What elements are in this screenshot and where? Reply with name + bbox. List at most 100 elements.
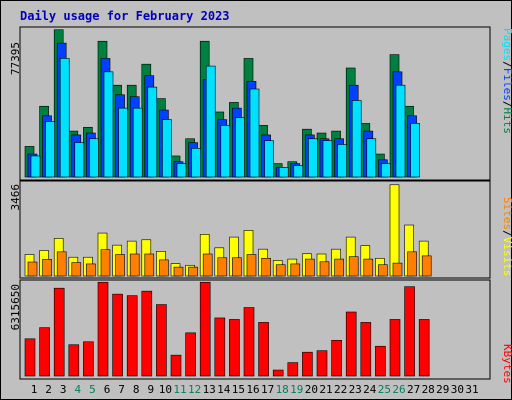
bottom-kbytes-bar-day-1 [24,338,36,377]
middle-max-label: 3466 [9,184,22,211]
middle-side-legend-sites: Sites [501,197,512,230]
bottom-kbytes-bar-day-26 [389,319,401,377]
top-pages-bar-day-16 [249,88,260,178]
middle-sites-bar-day-27 [407,251,417,277]
x-tick-label-day-30: 30 [451,383,464,396]
bottom-kbytes-bar-day-14 [214,317,226,377]
x-tick-label-day-4: 4 [74,383,81,396]
middle-sites-bar-day-28 [421,255,432,277]
x-tick-label-day-8: 8 [133,383,140,396]
x-tick-label-day-17: 17 [261,383,274,396]
middle-sites-bar-day-2 [42,259,52,277]
bottom-kbytes-bar-day-24 [360,322,372,377]
x-tick-label-day-26: 26 [392,383,405,396]
top-pages-bar-day-5 [89,138,99,178]
middle-sites-bar-day-21 [319,261,330,277]
top-pages-bar-day-19 [293,165,304,178]
middle-sites-bar-day-15 [232,257,242,277]
top-side-legend-separator: / [501,101,512,108]
top-pages-bar-day-14 [220,125,231,178]
middle-visits-bar-day-26 [389,184,400,277]
x-tick-label-day-24: 24 [363,383,377,396]
x-tick-label-day-3: 3 [60,383,67,396]
bottom-kbytes-bar-day-6 [97,281,109,377]
top-pages-bar-day-13 [205,65,216,178]
x-tick-label-day-22: 22 [334,383,347,396]
x-axis-labels: 1 2 3 4 5 6 7 8 9 10 11 12 13 14 15 16 17 18 19 20 21 22 23 24 2… [31,383,479,396]
x-tick-label-day-1: 1 [31,383,38,396]
top-pages-bar-day-8 [132,107,143,178]
top-pages-bar-day-20 [308,138,318,178]
top-pages-bar-day-2 [45,121,55,178]
middle-sites-bar-day-11 [173,266,184,277]
x-tick-label-day-27: 27 [407,383,420,396]
bottom-kbytes-bar-day-8 [126,295,138,377]
bottom-kbytes-bar-day-20 [302,351,313,377]
top-pages-bar-day-11 [176,163,187,178]
x-tick-label-day-9: 9 [147,383,154,396]
top-pages-bar-day-17 [264,140,274,178]
bottom-max-label: 6315650 [9,284,22,330]
bottom-kbytes-bar-day-21 [316,350,328,377]
middle-sites-bar-day-9 [144,253,155,277]
x-tick-label-day-16: 16 [246,383,259,396]
top-pages-bar-day-26 [395,84,406,178]
middle-sites-bar-day-17 [261,257,271,277]
top-pages-bar-day-24 [366,138,377,178]
x-tick-label-day-6: 6 [104,383,111,396]
middle-sites-bar-day-19 [290,263,301,277]
bottom-kbytes-bar-day-15 [229,319,240,377]
top-side-legend-hits: Hits [501,108,512,135]
bottom-side-legend-kbytes: KBytes [501,344,512,384]
x-tick-label-day-2: 2 [45,383,52,396]
middle-sites-bar-day-5 [86,263,96,277]
top-side-legend-separator: / [501,61,512,68]
middle-sites-bar-day-10 [159,259,169,277]
bottom-kbytes-bar-day-12 [185,332,196,377]
top-pages-bar-day-7 [118,107,128,178]
x-tick-label-day-13: 13 [203,383,216,396]
top-pages-bar-day-23 [351,100,362,178]
top-max-label: 77395 [9,42,22,75]
top-pages-bar-day-1 [30,155,41,178]
top-pages-bar-day-22 [337,144,347,178]
bottom-kbytes-bar-day-2 [39,327,50,377]
x-tick-label-day-25: 25 [378,383,391,396]
bottom-kbytes-bar-day-22 [331,339,342,377]
x-tick-label-day-11: 11 [173,383,186,396]
bottom-kbytes-bar-day-16 [243,307,255,377]
x-tick-label-day-18: 18 [276,383,289,396]
middle-sites-bar-day-16 [246,254,257,277]
x-tick-label-day-31: 31 [465,383,478,396]
top-side-legend-pages: Pages [501,28,512,61]
x-tick-label-day-5: 5 [89,383,96,396]
bottom-kbytes-bar-day-13 [199,281,211,377]
middle-sites-bar-day-12 [188,266,198,277]
middle-sites-bar-day-20 [305,258,315,277]
middle-sites-bar-day-8 [129,253,140,277]
middle-side-legend: Sites/Visits [501,197,512,277]
x-tick-label-day-14: 14 [217,383,231,396]
middle-sites-bar-day-26 [392,262,403,277]
bottom-kbytes-bar-day-9 [141,290,153,377]
top-pages-bar-day-27 [410,123,420,178]
bars-group [24,29,432,377]
top-pages-bar-day-3 [59,58,70,178]
middle-sites-bar-day-6 [100,249,111,277]
x-tick-label-day-21: 21 [319,383,332,396]
chart-title: Daily usage for February 2023 [20,9,230,23]
x-tick-label-day-28: 28 [422,383,435,396]
x-tick-label-day-7: 7 [118,383,125,396]
bottom-kbytes-bar-day-27 [404,286,415,377]
bottom-kbytes-bar-day-25 [375,345,386,377]
middle-side-legend-separator: / [501,230,512,237]
top-pages-bar-day-21 [322,140,333,178]
bottom-kbytes-bar-day-18 [272,369,284,377]
x-tick-label-day-10: 10 [159,383,172,396]
x-tick-label-day-12: 12 [188,383,201,396]
middle-sites-bar-day-18 [275,264,286,277]
top-pages-bar-day-25 [381,163,391,178]
bottom-kbytes-bar-day-23 [345,311,357,377]
bottom-kbytes-bar-day-3 [53,287,65,377]
x-tick-label-day-20: 20 [305,383,318,396]
